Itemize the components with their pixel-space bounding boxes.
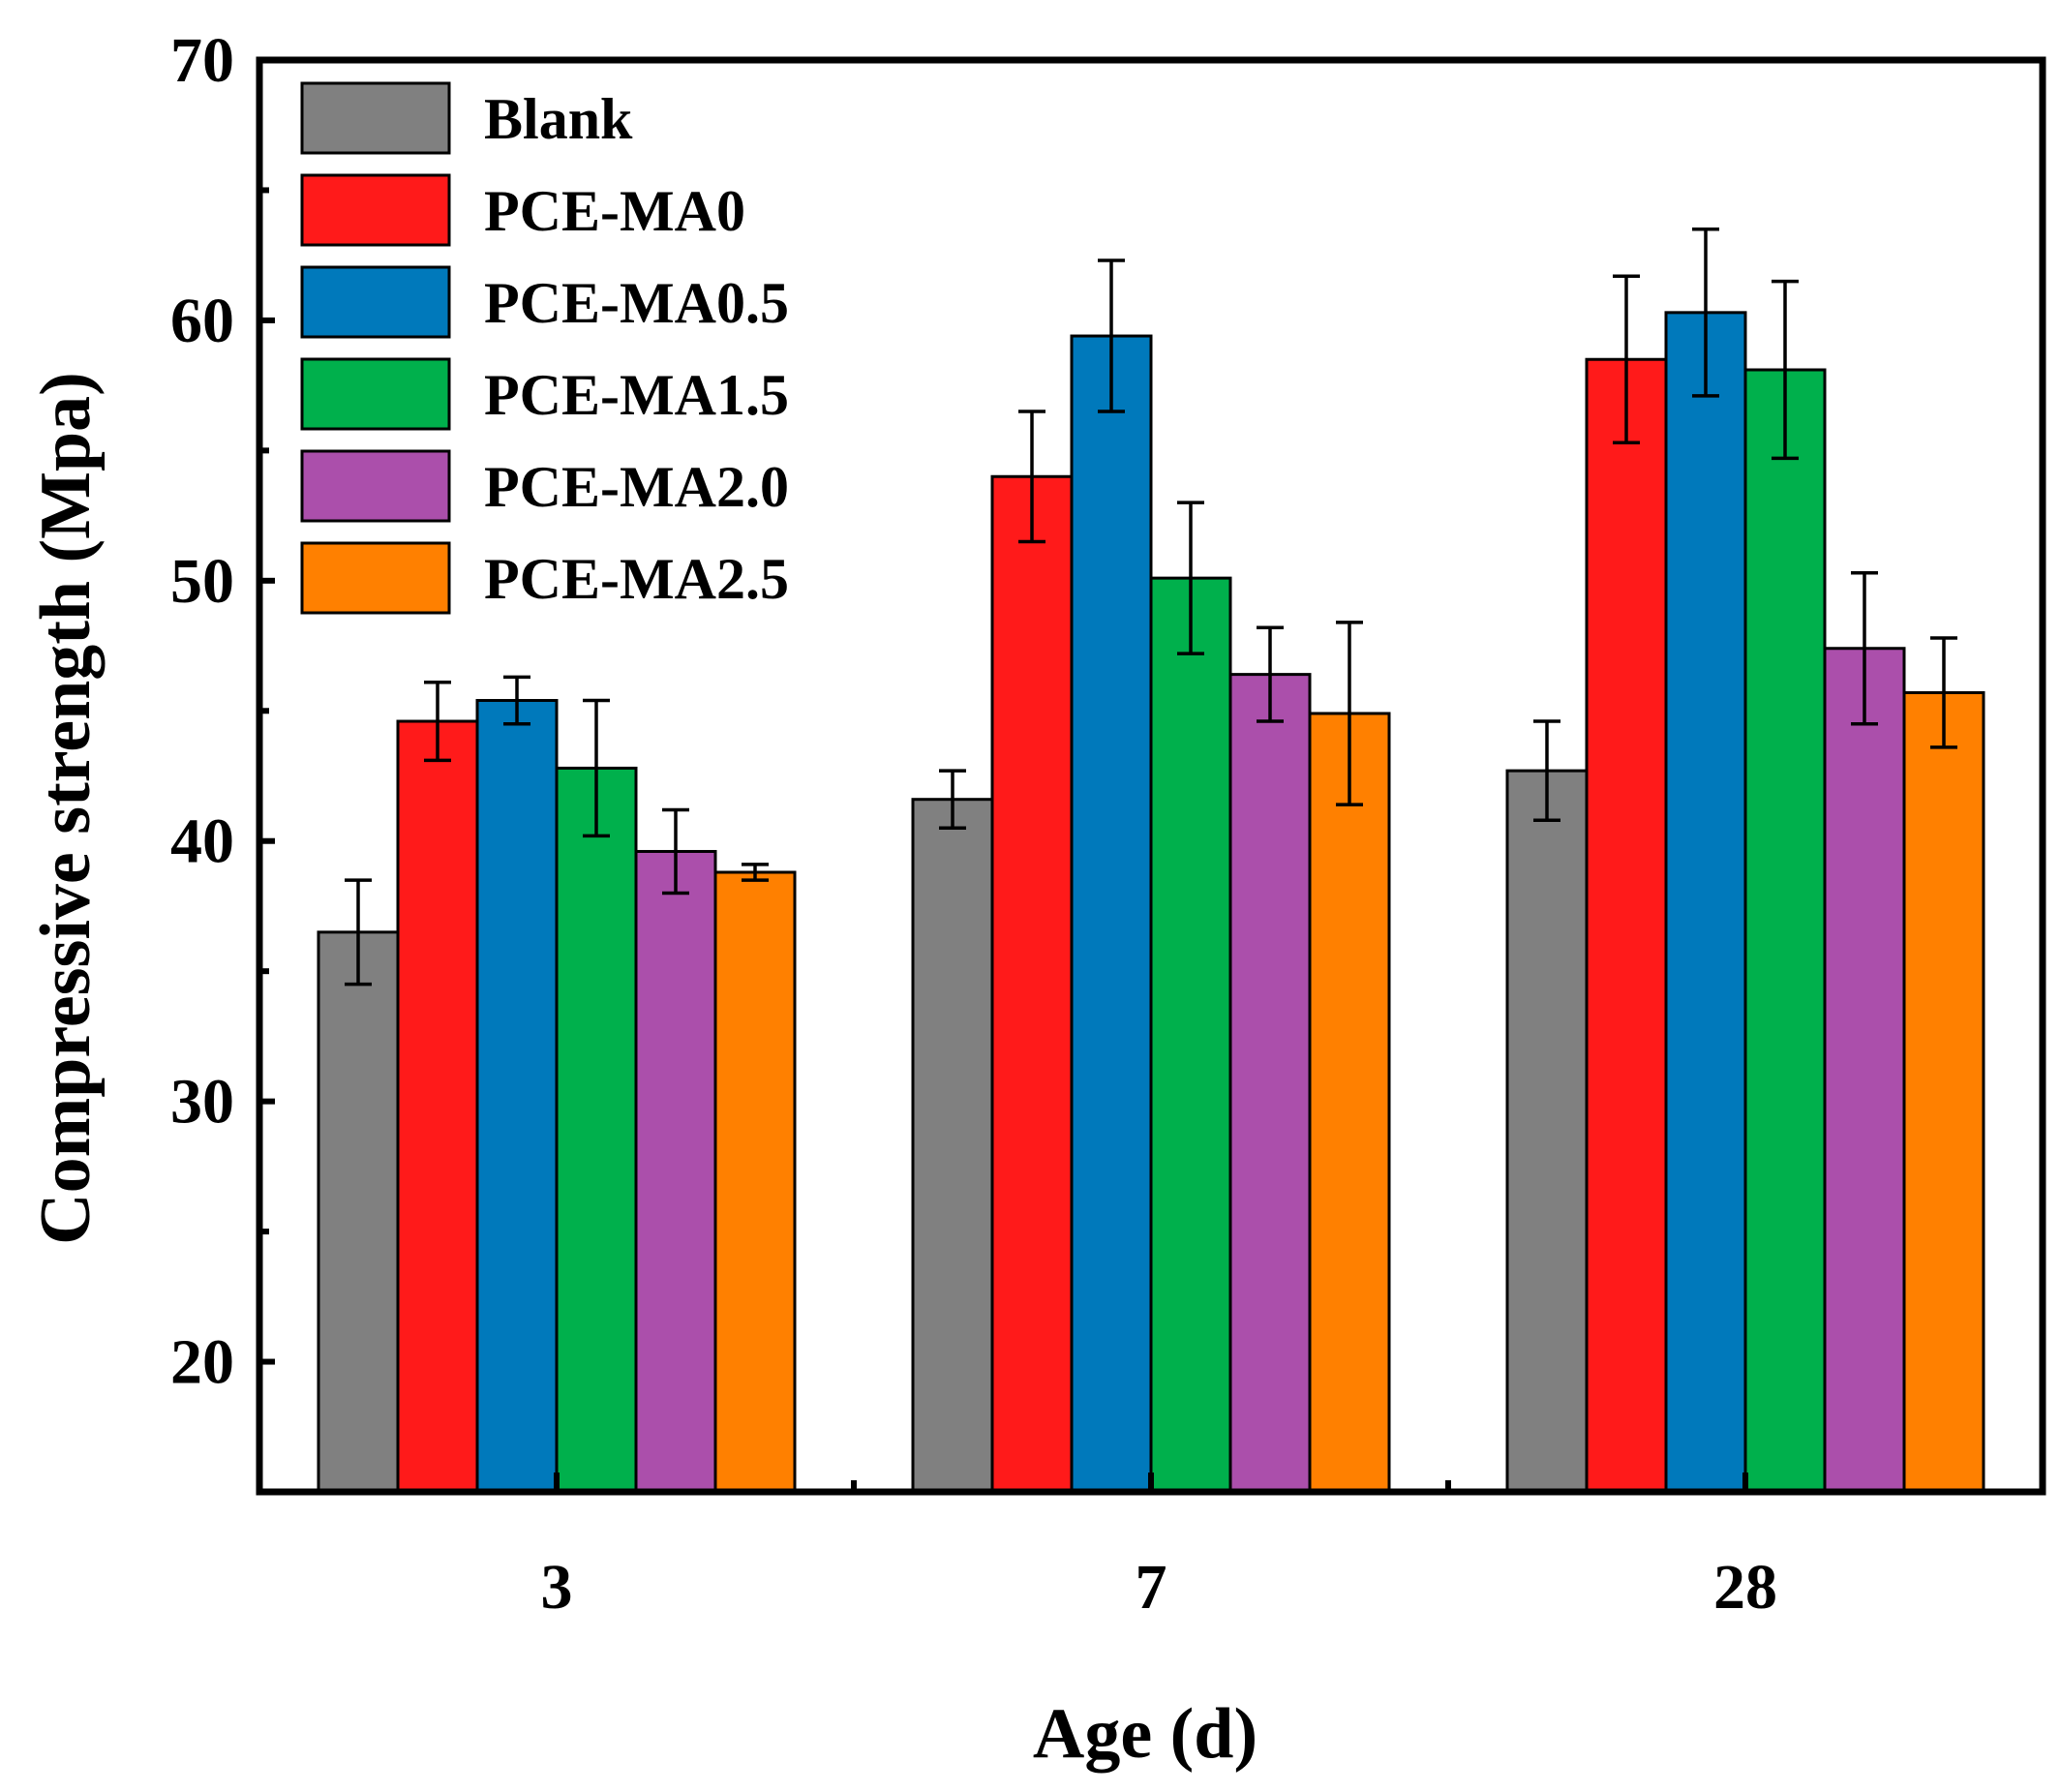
bar-pce-ma0-age-3	[396, 719, 479, 1494]
bar-pce-ma0-age-7	[990, 474, 1074, 1494]
legend-label-blank: Blank	[484, 87, 633, 151]
bars-layer	[317, 311, 1985, 1494]
bar-pce-ma2-0-age-28	[1823, 647, 1906, 1494]
error-bar-blank-age-7	[939, 769, 966, 831]
error-bar-blank-age-28	[1533, 719, 1560, 822]
error-bar-pce-ma0-5-age-28	[1692, 228, 1719, 398]
x-tick-label: 3	[541, 1552, 573, 1623]
x-tick-label: 7	[1136, 1552, 1167, 1623]
y-tick-label: 70	[170, 25, 234, 96]
legend: Blank PCE-MA0 PCE-MA0.5 PCE-MA1.5 PCE-MA2.0 P…	[300, 81, 789, 615]
bar-pce-ma2-5-age-3	[713, 870, 797, 1494]
legend-swatch-pce-ma2-0	[300, 449, 451, 523]
legend-swatch-pce-ma1-5	[300, 357, 451, 431]
y-tick-label: 30	[170, 1067, 234, 1138]
bar-pce-ma0-age-28	[1585, 357, 1668, 1494]
bar-pce-ma0-5-age-28	[1664, 311, 1747, 1494]
bar-pce-ma1-5-age-28	[1743, 368, 1827, 1494]
bar-pce-ma1-5-age-7	[1149, 576, 1232, 1494]
bar-pce-ma2-5-age-7	[1308, 712, 1391, 1494]
legend-swatch-pce-ma0	[300, 173, 451, 247]
bar-blank-age-3	[317, 930, 400, 1494]
y-tick-label: 40	[170, 806, 234, 877]
error-bar-pce-ma2-0-age-3	[662, 807, 689, 896]
error-bar-pce-ma0-age-7	[1018, 410, 1045, 544]
error-bar-pce-ma1-5-age-3	[583, 698, 610, 838]
bar-pce-ma2-0-age-3	[634, 849, 717, 1494]
x-axis-title: Age (d)	[1033, 1694, 1257, 1774]
y-tick-label: 20	[170, 1327, 234, 1398]
error-bar-pce-ma0-5-age-3	[503, 675, 530, 726]
bar-pce-ma2-0-age-7	[1228, 673, 1312, 1494]
bar-pce-ma0-5-age-7	[1070, 334, 1153, 1494]
error-bars-layer	[345, 228, 1957, 987]
legend-swatch-pce-ma2-5	[300, 541, 451, 615]
legend-label-pce-ma2-5: PCE-MA2.5	[484, 547, 789, 611]
error-bar-pce-ma0-5-age-7	[1098, 258, 1125, 413]
legend-swatch-blank	[300, 81, 451, 155]
y-axis-title: Compressive strength (Mpa)	[26, 372, 106, 1245]
bar-blank-age-28	[1505, 769, 1589, 1494]
bar-pce-ma0-5-age-3	[475, 699, 559, 1494]
bar-pce-ma2-5-age-28	[1902, 690, 1985, 1494]
bar-pce-ma1-5-age-3	[555, 766, 638, 1494]
error-bar-pce-ma2-5-age-3	[742, 863, 769, 882]
legend-label-pce-ma2-0: PCE-MA2.0	[484, 455, 789, 519]
error-bar-pce-ma1-5-age-7	[1177, 501, 1204, 655]
error-bar-pce-ma0-age-28	[1613, 274, 1640, 445]
legend-label-pce-ma0-5: PCE-MA0.5	[484, 271, 789, 335]
axes-layer: 3 7 28 20 30 40 50 60 70	[170, 25, 2046, 1623]
y-tick-label: 50	[170, 546, 234, 617]
error-bar-pce-ma1-5-age-28	[1772, 279, 1799, 461]
error-bar-pce-ma2-5-age-28	[1930, 636, 1957, 749]
error-bar-pce-ma2-5-age-7	[1336, 621, 1363, 806]
error-bar-pce-ma2-0-age-7	[1257, 625, 1284, 723]
legend-label-pce-ma1-5: PCE-MA1.5	[484, 363, 789, 427]
legend-swatch-pce-ma0-5	[300, 265, 451, 339]
legend-label-pce-ma0: PCE-MA0	[484, 179, 745, 243]
y-tick-label: 60	[170, 286, 234, 356]
bar-blank-age-7	[911, 798, 994, 1494]
x-tick-label: 28	[1713, 1552, 1777, 1623]
error-bar-blank-age-3	[345, 878, 372, 987]
error-bar-pce-ma0-age-3	[424, 680, 451, 763]
error-bar-pce-ma2-0-age-28	[1851, 571, 1878, 726]
